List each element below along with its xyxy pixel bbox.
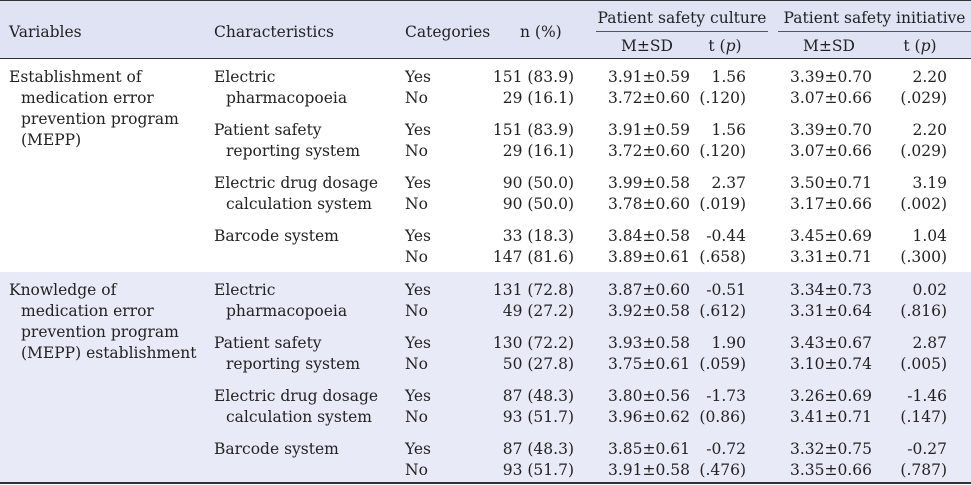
header-categories: Categories: [405, 23, 491, 41]
group-variable-label: Establishment of medication error preven…: [9, 68, 179, 149]
header-patient-safety-culture: Patient safety culture: [597, 9, 767, 27]
category-cell: Yes No: [405, 227, 432, 266]
header-underline-initiative: [778, 31, 971, 32]
characteristic-cell: Electric drug dosage calculation system: [214, 387, 379, 426]
initiative-msd-cell: 3.43±0.67 3.10±0.74: [789, 334, 872, 373]
initiative-tp-cell: 0.02 (.816): [900, 281, 947, 320]
characteristic-cell: Electric pharmacopoeia: [214, 281, 348, 320]
n-percent-cell: 130 (72.2) 50 (27.8): [492, 334, 574, 373]
category-cell: Yes No: [405, 334, 432, 373]
culture-tp-cell: -0.44 (.658): [699, 227, 746, 266]
category-cell: Yes No: [405, 440, 432, 479]
n-percent-cell: 151 (83.9) 29 (16.1): [492, 68, 574, 107]
initiative-tp-cell: 2.20 (.029): [900, 68, 947, 107]
header-characteristics: Characteristics: [214, 23, 334, 41]
culture-tp-cell: 2.37 (.019): [699, 174, 746, 213]
category-cell: Yes No: [405, 387, 432, 426]
initiative-msd-cell: 3.45±0.69 3.31±0.71: [789, 227, 872, 266]
header-tp-initiative: t (p): [903, 37, 937, 55]
characteristic-cell: Barcode system: [214, 440, 339, 458]
culture-msd-cell: 3.87±0.60 3.92±0.58: [607, 281, 690, 320]
n-percent-cell: 87 (48.3) 93 (51.7): [502, 387, 574, 426]
header-underline-culture: [596, 31, 768, 32]
culture-tp-cell: 1.90 (.059): [699, 334, 746, 373]
category-cell: Yes No: [405, 68, 432, 107]
culture-tp-cell: 1.56 (.120): [699, 68, 746, 107]
initiative-tp-cell: -1.46 (.147): [900, 387, 947, 426]
culture-tp-cell: -0.72 (.476): [699, 440, 746, 479]
n-percent-cell: 87 (48.3) 93 (51.7): [502, 440, 574, 479]
culture-msd-cell: 3.99±0.58 3.78±0.60: [607, 174, 690, 213]
table-bottom-rule: [0, 482, 971, 484]
table-header-band: [0, 0, 971, 59]
initiative-msd-cell: 3.32±0.75 3.35±0.66: [789, 440, 872, 479]
culture-tp-cell: -1.73 (0.86): [699, 387, 746, 426]
header-msd-culture: M±SD: [621, 37, 673, 55]
culture-msd-cell: 3.91±0.59 3.72±0.60: [607, 121, 690, 160]
header-variables: Variables: [9, 23, 82, 41]
header-n-percent: n (%): [520, 23, 562, 41]
knowledge-group-band: [0, 272, 971, 483]
category-cell: Yes No: [405, 281, 432, 320]
n-percent-cell: 90 (50.0) 90 (50.0): [502, 174, 574, 213]
culture-msd-cell: 3.85±0.61 3.91±0.58: [607, 440, 690, 479]
n-percent-cell: 151 (83.9) 29 (16.1): [492, 121, 574, 160]
group-variable-label: Knowledge of medication error prevention…: [9, 281, 197, 362]
initiative-msd-cell: 3.39±0.70 3.07±0.66: [789, 68, 872, 107]
culture-tp-cell: -0.51 (.612): [699, 281, 746, 320]
culture-msd-cell: 3.80±0.56 3.96±0.62: [607, 387, 690, 426]
initiative-tp-cell: 2.20 (.029): [900, 121, 947, 160]
initiative-tp-cell: -0.27 (.787): [900, 440, 947, 479]
characteristic-cell: Patient safety reporting system: [214, 334, 361, 373]
culture-msd-cell: 3.93±0.58 3.75±0.61: [607, 334, 690, 373]
initiative-tp-cell: 3.19 (.002): [900, 174, 947, 213]
category-cell: Yes No: [405, 121, 432, 160]
initiative-tp-cell: 2.87 (.005): [900, 334, 947, 373]
initiative-msd-cell: 3.34±0.73 3.31±0.64: [789, 281, 872, 320]
header-tp-culture: t (p): [708, 37, 742, 55]
characteristic-cell: Barcode system: [214, 227, 339, 245]
header-patient-safety-initiative: Patient safety initiative: [783, 9, 966, 27]
initiative-msd-cell: 3.26±0.69 3.41±0.71: [789, 387, 872, 426]
initiative-tp-cell: 1.04 (.300): [900, 227, 947, 266]
category-cell: Yes No: [405, 174, 432, 213]
initiative-msd-cell: 3.39±0.70 3.07±0.66: [789, 121, 872, 160]
n-percent-cell: 33 (18.3) 147 (81.6): [492, 227, 574, 266]
culture-msd-cell: 3.84±0.58 3.89±0.61: [607, 227, 690, 266]
characteristic-cell: Electric drug dosage calculation system: [214, 174, 379, 213]
initiative-msd-cell: 3.50±0.71 3.17±0.66: [789, 174, 872, 213]
characteristic-cell: Electric pharmacopoeia: [214, 68, 348, 107]
culture-msd-cell: 3.91±0.59 3.72±0.60: [607, 68, 690, 107]
n-percent-cell: 131 (72.8) 49 (27.2): [492, 281, 574, 320]
characteristic-cell: Patient safety reporting system: [214, 121, 361, 160]
culture-tp-cell: 1.56 (.120): [699, 121, 746, 160]
header-msd-initiative: M±SD: [803, 37, 855, 55]
